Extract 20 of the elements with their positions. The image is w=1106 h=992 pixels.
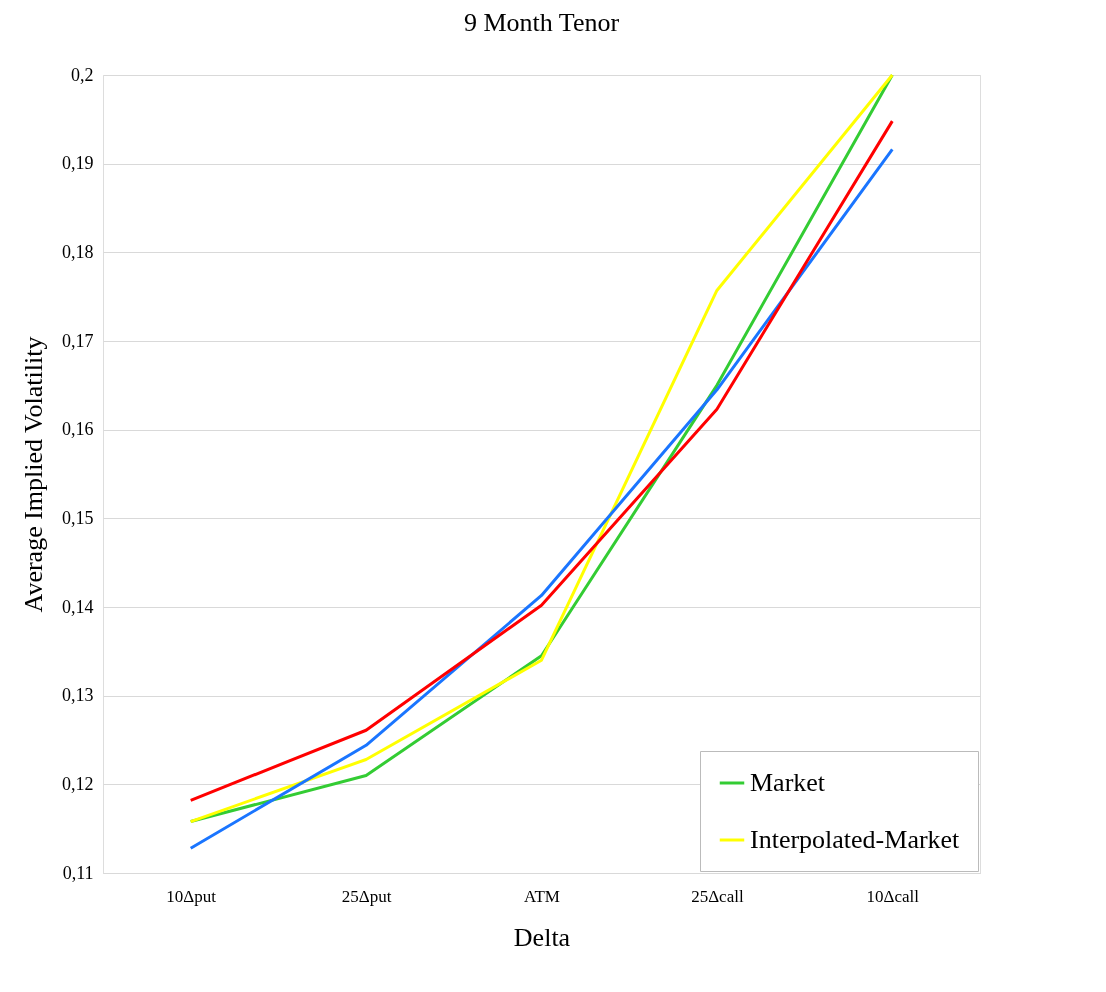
y-tick-label: 0,15 [62,507,94,528]
y-tick-label: 0,19 [62,153,94,174]
legend-label: Market [750,768,826,797]
y-tick-label: 0,12 [62,773,94,794]
y-tick-label: 0,11 [62,862,94,883]
y-tick-label: 0,13 [62,685,94,706]
x-tick-label: 25Δcall [691,886,744,906]
x-tick-label: ATM [524,886,560,906]
y-tick-label: 0,2 [71,64,94,85]
y-tick-label: 0,17 [62,330,94,351]
y-tick-label: 0,16 [62,419,94,440]
legend-label: Interpolated-Market [750,825,961,854]
x-axis-title: Delta [513,922,571,952]
y-axis-title: Average Implied Volatility [19,336,48,613]
chart-title: 9 Month Tenor [463,8,620,37]
x-tick-label: 25Δput [341,886,392,906]
x-tick-label: 10Δcall [866,886,920,906]
y-tick-label: 0,18 [62,241,94,262]
x-tick-label: 10Δput [166,886,217,906]
y-tick-label: 0,14 [62,596,94,617]
